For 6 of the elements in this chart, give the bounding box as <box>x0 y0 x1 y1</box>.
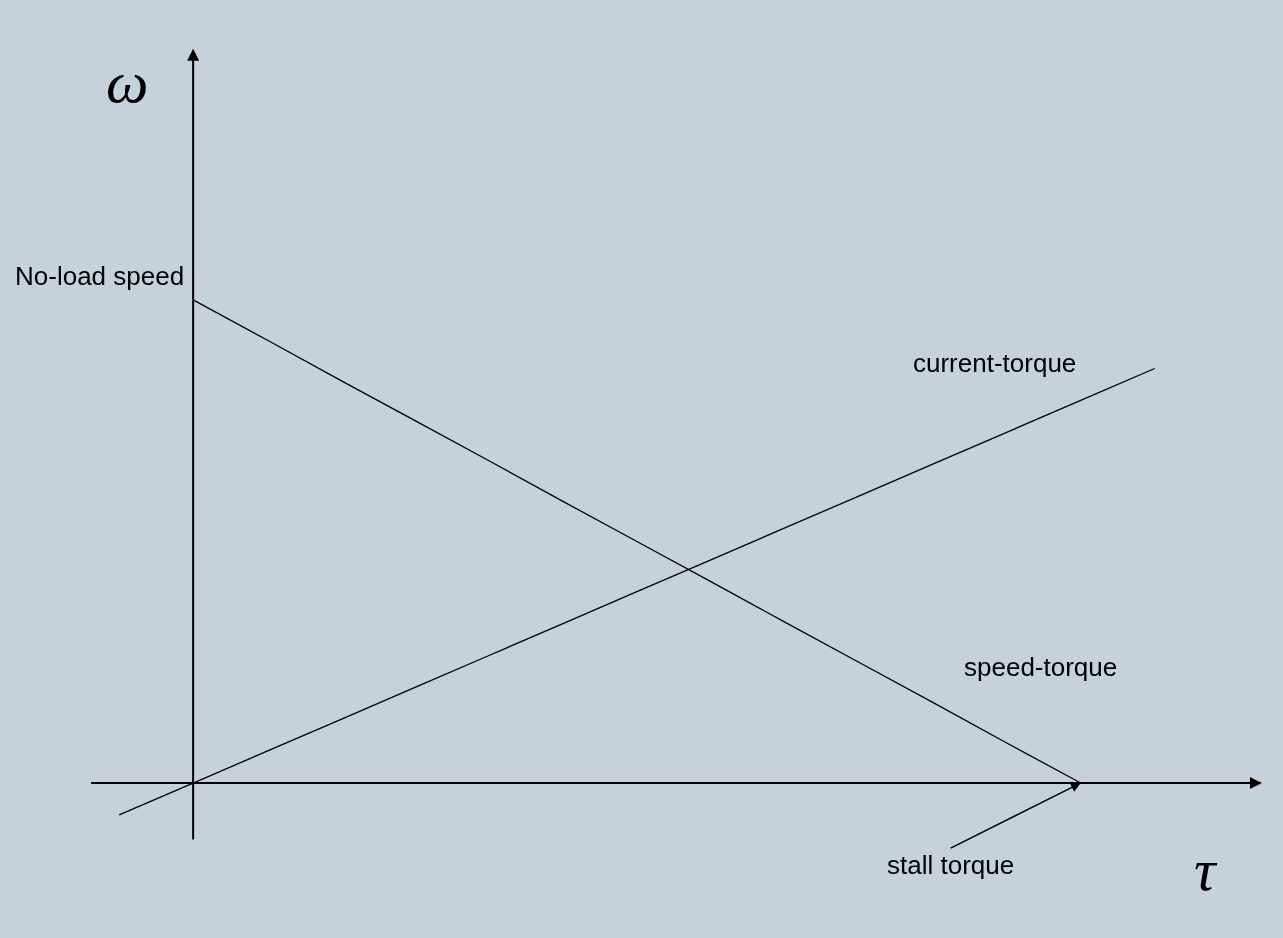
series-label: speed-torque <box>964 652 1118 682</box>
x-axis-title: τ <box>1194 837 1218 903</box>
text: No-load speed <box>15 261 185 291</box>
text: stall torque <box>887 850 1015 880</box>
series-label: current-torque <box>913 348 1077 378</box>
y-axis-title: ω <box>106 49 149 115</box>
